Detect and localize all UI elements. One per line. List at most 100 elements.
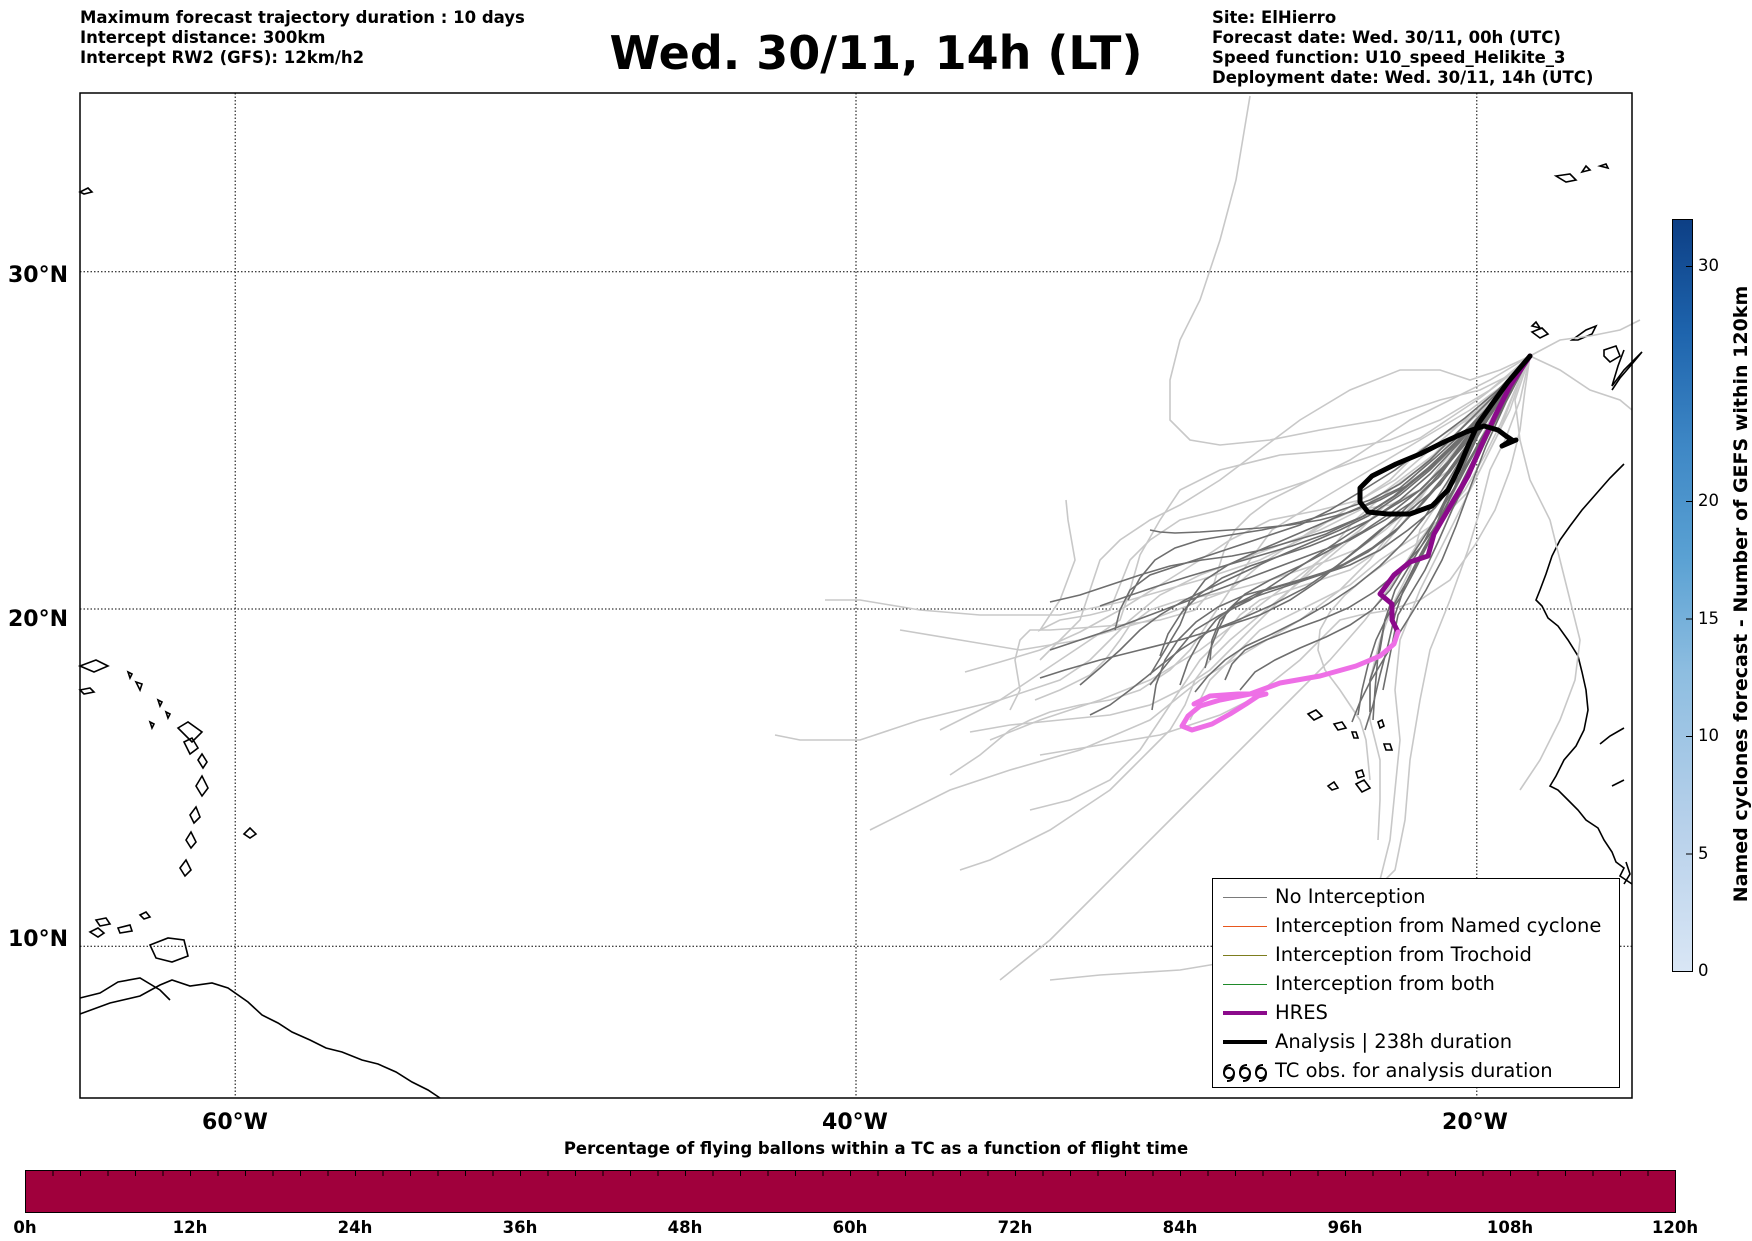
colorbar-tick-label: 5 xyxy=(1698,843,1709,863)
flight-bar-tick-label: 108h xyxy=(1486,1218,1534,1237)
flight-bar-tick-label: 96h xyxy=(1327,1218,1363,1237)
legend-swatch xyxy=(1223,897,1267,898)
caribbean-small-islands xyxy=(88,910,152,938)
flight-bar-tick-label: 48h xyxy=(667,1218,703,1237)
lon-label-20w: 20°W xyxy=(1442,1110,1508,1135)
page-title: Wed. 30/11, 14h (LT) xyxy=(609,26,1143,80)
ensemble-trajectory-light xyxy=(899,355,1531,651)
legend-label: TC obs. for analysis duration xyxy=(1275,1059,1553,1082)
header-info-right: Site: ElHierro Forecast date: Wed. 30/11… xyxy=(1212,8,1593,88)
ensemble-trajectory-dark xyxy=(1099,355,1531,607)
flight-bar-title: Percentage of flying ballons within a TC… xyxy=(563,1139,1189,1158)
legend-swatch xyxy=(1223,984,1267,985)
ensemble-trajectory-dark xyxy=(1089,355,1531,716)
ensemble-trajectory-dark xyxy=(1204,355,1531,669)
header-left-line: Intercept distance: 300km xyxy=(80,28,326,47)
flight-bar-tick-label: 24h xyxy=(337,1218,373,1237)
flight-time-bar xyxy=(25,1170,1676,1213)
small-isles-west xyxy=(78,187,172,731)
header-right-line: Speed function: U10_speed_Helikite_3 xyxy=(1212,48,1566,67)
header-info-left: Maximum forecast trajectory duration : 1… xyxy=(80,8,525,68)
header-left-line: Intercept RW2 (GFS): 12km/h2 xyxy=(80,48,365,67)
legend-item-both: Interception from both xyxy=(1213,970,1619,999)
ensemble-trajectory-light xyxy=(959,355,1531,871)
colorbar-tick-label: 30 xyxy=(1698,256,1719,275)
south-america-coast xyxy=(79,979,441,1099)
legend-item-tc-obs: TC obs. for analysis duration xyxy=(1213,1057,1619,1086)
hres-trajectory xyxy=(1179,353,1533,733)
ensemble-trajectory-light xyxy=(1529,355,1633,411)
colorbar-tick-label: 0 xyxy=(1698,961,1709,980)
ensemble-trajectory-light xyxy=(1009,355,1531,711)
analysis-track xyxy=(1357,353,1533,517)
ensemble-trajectory-light xyxy=(1039,355,1531,661)
ensemble-trajectory-light xyxy=(1169,95,1531,446)
flight-bar-tick-label: 60h xyxy=(832,1218,868,1237)
legend-label: Interception from Named cyclone xyxy=(1275,914,1602,937)
ensemble-trajectory-light xyxy=(1039,355,1531,756)
legend-swatch xyxy=(1223,926,1267,927)
cyclone-count-colorbar xyxy=(1672,219,1693,972)
legend-item-no-interception: No Interception xyxy=(1213,883,1619,912)
map-legend: No Interception Interception from Named … xyxy=(1212,878,1620,1088)
colorbar-tick-label: 20 xyxy=(1698,491,1719,510)
africa-coast xyxy=(1535,349,1643,885)
ensemble-trajectory-light xyxy=(1037,355,1531,633)
ensemble-trajectory-light xyxy=(1317,355,1531,781)
ensemble-trajectory-dark xyxy=(1149,355,1531,534)
header-right-line: Deployment date: Wed. 30/11, 14h (UTC) xyxy=(1212,68,1594,87)
legend-swatch xyxy=(1223,1040,1267,1044)
flight-bar-tick-label: 0h xyxy=(13,1218,37,1237)
flight-bar-tick-label: 72h xyxy=(997,1218,1033,1237)
legend-item-hres: HRES xyxy=(1213,999,1619,1028)
legend-label: Interception from Trochoid xyxy=(1275,943,1532,966)
ensemble-trajectory-dark xyxy=(1351,355,1531,723)
colorbar-tick-label: 10 xyxy=(1698,726,1719,745)
trinidad xyxy=(148,937,189,963)
legend-label: Analysis | 238h duration xyxy=(1275,1030,1513,1053)
legend-swatch xyxy=(1223,1011,1267,1015)
map-frame xyxy=(79,92,1633,1099)
lat-label-30: 30°N xyxy=(8,263,69,288)
flight-bar-tick-label: 12h xyxy=(172,1218,208,1237)
ensemble-trajectory-light xyxy=(969,355,1531,733)
coastlines xyxy=(77,163,1643,1099)
madeira xyxy=(1553,163,1610,183)
ensemble-trajectory-dark xyxy=(1159,355,1531,657)
legend-swatch xyxy=(1223,955,1267,956)
lat-label-20: 20°N xyxy=(8,607,69,632)
lon-label-40w: 40°W xyxy=(822,1110,888,1135)
header-left-line: Maximum forecast trajectory duration : 1… xyxy=(80,8,525,27)
header-right-line: Site: ElHierro xyxy=(1212,8,1337,27)
flight-bar-tick-label: 84h xyxy=(1162,1218,1198,1237)
venezuela-coast xyxy=(79,977,171,1001)
lat-label-10: 10°N xyxy=(8,927,69,952)
cape-verde xyxy=(1306,709,1394,794)
canary-islands xyxy=(1530,320,1621,364)
ensemble-trajectory-light xyxy=(989,355,1531,741)
lon-label-60w: 60°W xyxy=(202,1110,268,1135)
lesser-antilles xyxy=(176,721,258,878)
legend-item-analysis: Analysis | 238h duration xyxy=(1213,1028,1619,1057)
ensemble-trajectory-light xyxy=(1514,355,1581,791)
ensemble-trajectory-light xyxy=(964,355,1531,673)
colorbar-tick-label: 15 xyxy=(1698,608,1719,628)
ensemble-trajectory-dark xyxy=(1239,355,1531,691)
header-right-line: Forecast date: Wed. 30/11, 00h (UTC) xyxy=(1212,28,1561,47)
legend-item-named-cyclone: Interception from Named cyclone xyxy=(1213,912,1619,941)
ensemble-trajectory-dark xyxy=(1149,355,1531,676)
flight-bar-tick-label: 36h xyxy=(502,1218,538,1237)
hres-track-early xyxy=(1377,353,1533,635)
legend-label: Interception from both xyxy=(1275,972,1495,995)
colorbar-label: Named cyclones forecast - Number of GEFS… xyxy=(1730,285,1752,903)
legend-label: No Interception xyxy=(1275,885,1426,908)
ensemble-trajectory-dark xyxy=(1151,355,1531,711)
ensemble-trajectory-light xyxy=(1029,355,1531,811)
ensemble-trajectory-light xyxy=(1529,319,1641,357)
hres-track-late xyxy=(1179,629,1401,733)
ensemble-trajectory-dark xyxy=(1149,355,1531,686)
puerto-rico xyxy=(77,659,110,695)
ensemble-trajectory-dark xyxy=(1114,355,1531,631)
ensemble-trajectories-dark xyxy=(1039,355,1531,731)
